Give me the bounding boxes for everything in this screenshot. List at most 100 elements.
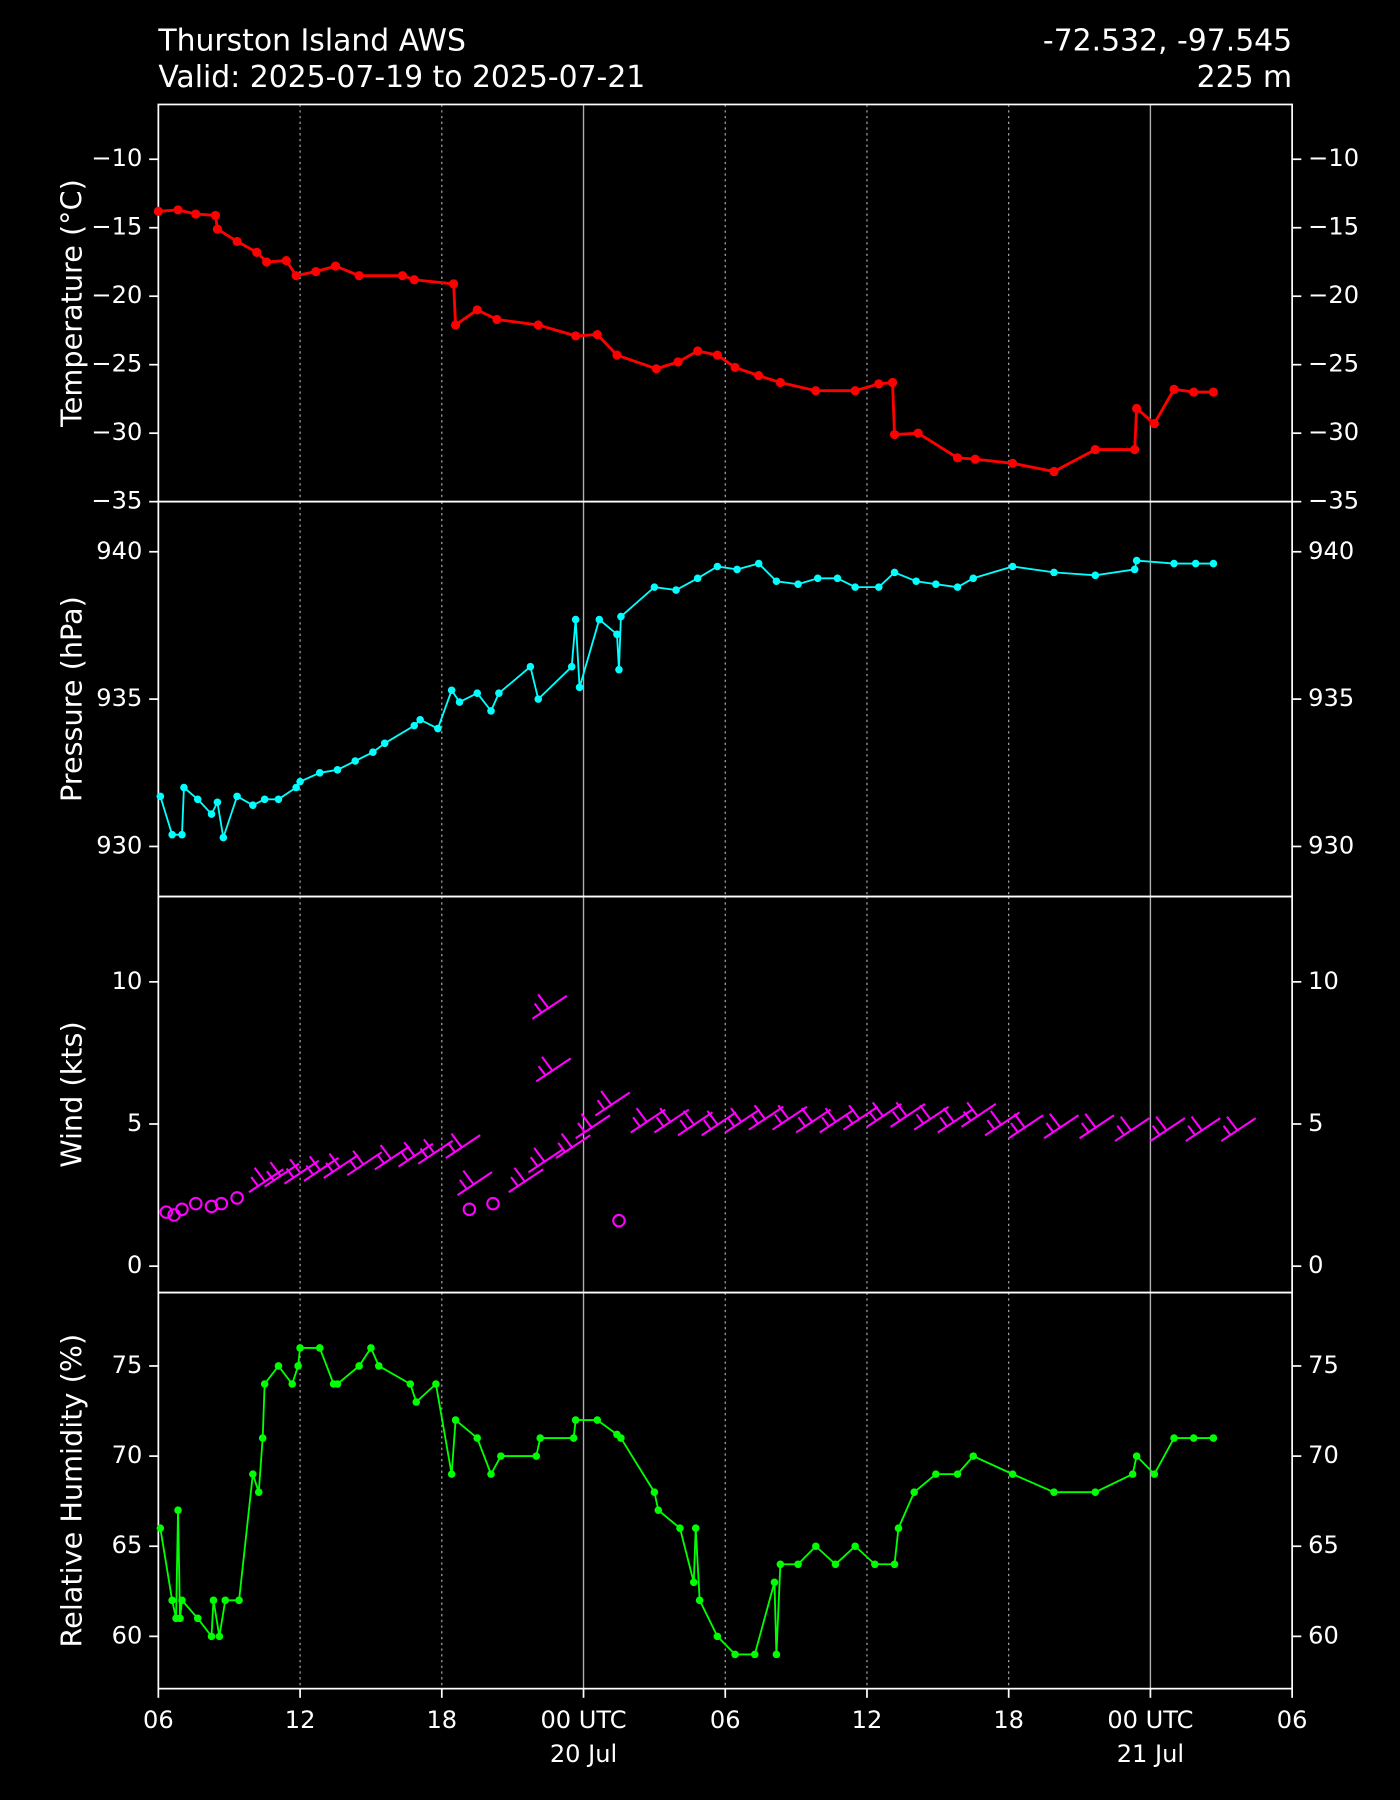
wind-barb bbox=[535, 1056, 572, 1083]
data-point bbox=[813, 574, 822, 583]
wind-barb bbox=[323, 1152, 359, 1179]
y-tick-label: −25 bbox=[91, 350, 142, 378]
x-tick-label: 06 bbox=[143, 1706, 174, 1734]
data-point bbox=[449, 279, 459, 289]
y-axis-label: Pressure (hPa) bbox=[54, 596, 88, 802]
wind-barb bbox=[303, 1155, 340, 1182]
data-point bbox=[776, 1560, 785, 1569]
data-point bbox=[969, 574, 978, 583]
wind-barb bbox=[555, 1133, 591, 1159]
data-point bbox=[969, 1452, 978, 1460]
data-point bbox=[311, 266, 321, 277]
x-tick-label: 18 bbox=[426, 1706, 457, 1734]
y-tick-label: −20 bbox=[91, 281, 142, 309]
data-point bbox=[912, 577, 920, 586]
data-point bbox=[375, 1362, 383, 1370]
x-tick-label-line: 18 bbox=[426, 1706, 457, 1734]
wind-barb bbox=[724, 1107, 761, 1134]
data-point bbox=[571, 331, 581, 341]
data-point bbox=[249, 801, 257, 809]
data-point bbox=[497, 1452, 505, 1460]
data-point bbox=[651, 364, 661, 374]
wind-barb bbox=[819, 1107, 855, 1134]
data-point bbox=[487, 1470, 495, 1478]
data-point bbox=[296, 777, 304, 786]
data-point bbox=[712, 350, 722, 360]
data-point bbox=[650, 583, 659, 591]
data-point bbox=[689, 1578, 698, 1587]
data-point bbox=[178, 1596, 186, 1605]
wind-barb bbox=[230, 1191, 244, 1205]
data-point bbox=[731, 1650, 739, 1659]
wind-barb bbox=[575, 1113, 611, 1140]
wind-barb bbox=[462, 1202, 477, 1217]
data-point bbox=[249, 1470, 257, 1478]
data-point bbox=[1008, 562, 1017, 571]
y-axis-label: Wind (kts) bbox=[54, 1021, 88, 1167]
data-point bbox=[207, 810, 216, 818]
data-point bbox=[1130, 565, 1139, 574]
wind-barb bbox=[445, 1133, 481, 1159]
data-point bbox=[575, 683, 584, 692]
data-point bbox=[526, 662, 535, 671]
data-point bbox=[330, 261, 341, 271]
data-point bbox=[260, 795, 269, 804]
data-point bbox=[210, 210, 221, 220]
data-point bbox=[1008, 1470, 1017, 1478]
y-tick-label: 935 bbox=[96, 684, 142, 712]
wind-barb bbox=[1008, 1113, 1044, 1140]
wind-barb bbox=[866, 1101, 902, 1128]
y-tick-label: 0 bbox=[127, 1251, 142, 1279]
data-point bbox=[1189, 1434, 1198, 1442]
data-point bbox=[534, 695, 543, 703]
data-point bbox=[168, 830, 176, 839]
data-point bbox=[156, 1524, 165, 1532]
wind-barb bbox=[456, 1170, 493, 1196]
data-point bbox=[369, 748, 377, 756]
x-tick-label: 06 bbox=[1277, 1706, 1308, 1734]
station-elevation: 225 m bbox=[1197, 60, 1292, 95]
data-point bbox=[174, 1506, 182, 1514]
y-tick-label: 60 bbox=[1308, 1621, 1339, 1649]
wind-barb bbox=[214, 1196, 229, 1211]
data-point bbox=[1191, 559, 1200, 568]
wind-barb bbox=[159, 1205, 174, 1219]
y-tick-label: 65 bbox=[112, 1531, 143, 1559]
data-point bbox=[215, 1632, 224, 1641]
x-tick-label-line: 06 bbox=[1277, 1706, 1308, 1734]
data-point bbox=[213, 798, 222, 807]
data-point bbox=[932, 580, 940, 588]
data-point bbox=[871, 1560, 879, 1569]
data-point bbox=[612, 350, 622, 360]
data-point bbox=[894, 1524, 903, 1532]
y-tick-label: 75 bbox=[112, 1351, 143, 1379]
y-tick-label: 10 bbox=[112, 967, 143, 995]
data-point bbox=[235, 1596, 243, 1605]
y-tick-label: −15 bbox=[1308, 213, 1359, 241]
x-tick-label-line: 12 bbox=[852, 1706, 883, 1734]
y-tick-label: −35 bbox=[91, 487, 142, 515]
y-tick-label: 5 bbox=[1308, 1109, 1323, 1137]
y-tick-label: −25 bbox=[1308, 350, 1359, 378]
data-point bbox=[291, 271, 301, 281]
data-point bbox=[191, 209, 201, 219]
wind-barb bbox=[594, 1090, 631, 1117]
data-point bbox=[970, 454, 980, 464]
y-tick-label: 75 bbox=[1308, 1351, 1339, 1379]
y-tick-label: −10 bbox=[91, 144, 142, 172]
data-point bbox=[617, 612, 625, 621]
data-point bbox=[794, 580, 802, 588]
y-tick-label: 930 bbox=[1308, 831, 1354, 859]
data-point bbox=[772, 1650, 781, 1659]
y-tick-label: −10 bbox=[1308, 144, 1359, 172]
wind-barb bbox=[1185, 1115, 1221, 1142]
data-point bbox=[333, 1380, 342, 1388]
data-point bbox=[355, 1362, 363, 1370]
wind-barb bbox=[612, 1213, 626, 1228]
data-point bbox=[733, 565, 741, 574]
wind-barb bbox=[508, 1167, 544, 1194]
data-point bbox=[288, 1380, 296, 1388]
station-coordinates: -72.532, -97.545 bbox=[1043, 24, 1292, 59]
data-point bbox=[617, 1434, 625, 1442]
